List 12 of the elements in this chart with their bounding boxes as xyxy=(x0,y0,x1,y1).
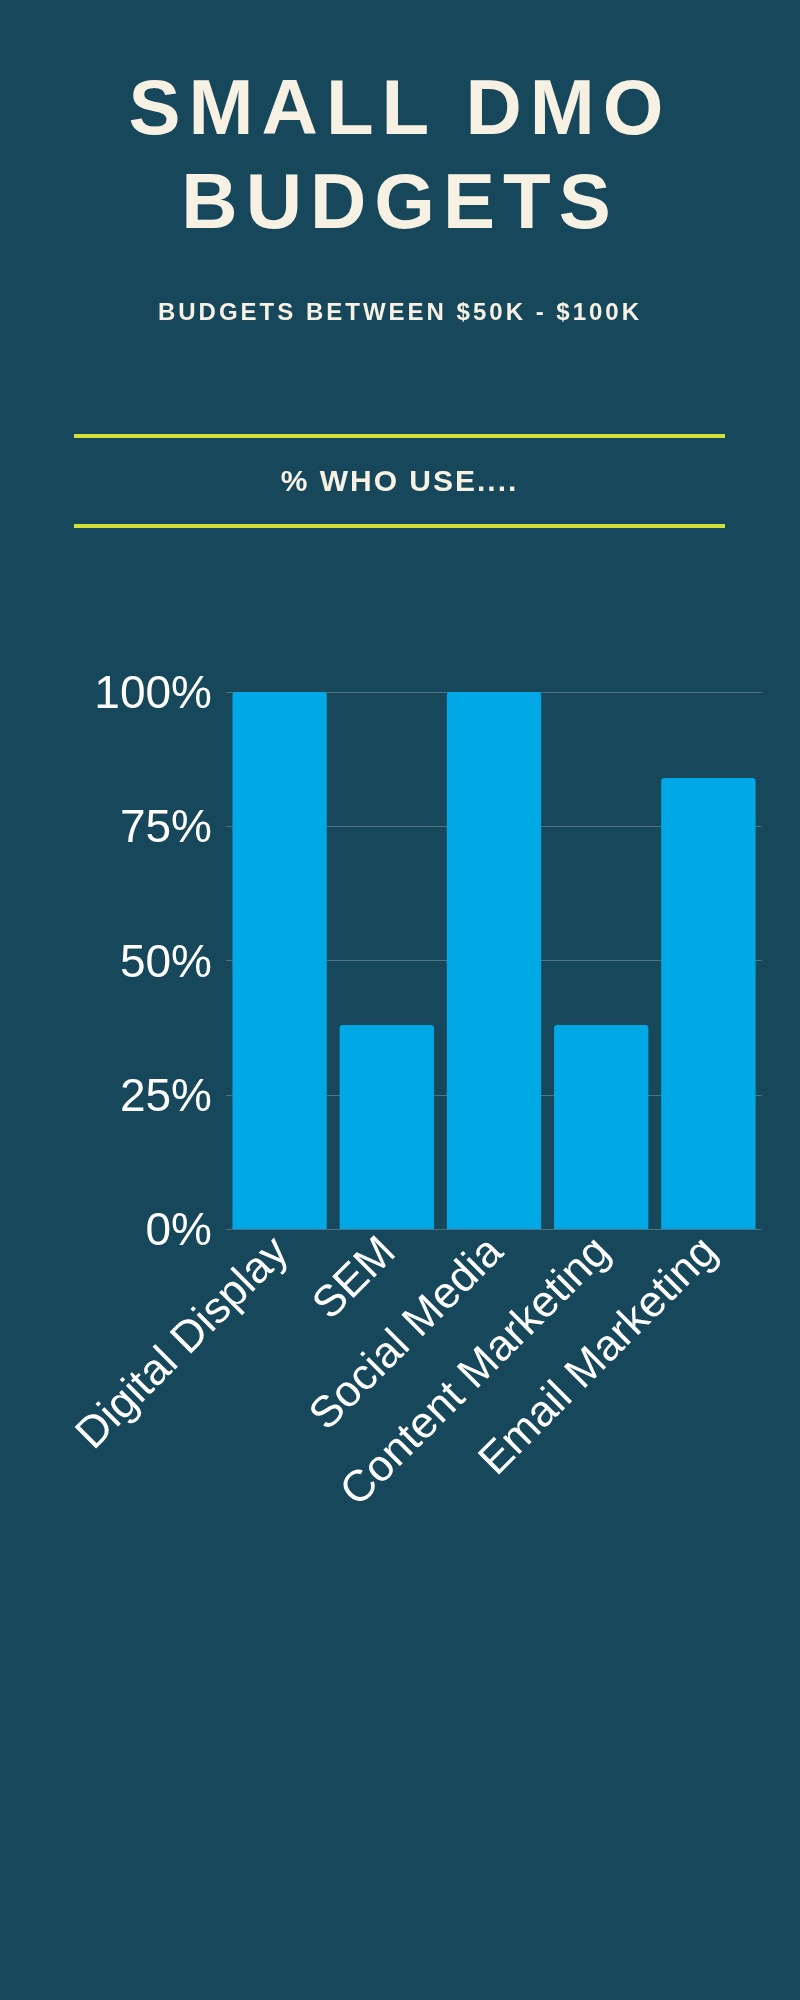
text: % WHO USE.... xyxy=(279,464,520,498)
bar xyxy=(446,692,542,1229)
chart-subtitle: BUDGETS BETWEEN $50K - $100K xyxy=(156,298,644,326)
y-tick-label: 50% xyxy=(119,934,212,987)
bar xyxy=(339,1024,434,1229)
y-tick-label: 75% xyxy=(119,800,212,853)
bar xyxy=(232,692,327,1229)
bar xyxy=(661,777,756,1229)
chart-title: SMALL DMO BUDGETS xyxy=(127,62,673,247)
y-tick-label: 100% xyxy=(94,666,212,718)
y-tick-label: 25% xyxy=(119,1068,212,1121)
bar xyxy=(554,1024,649,1229)
